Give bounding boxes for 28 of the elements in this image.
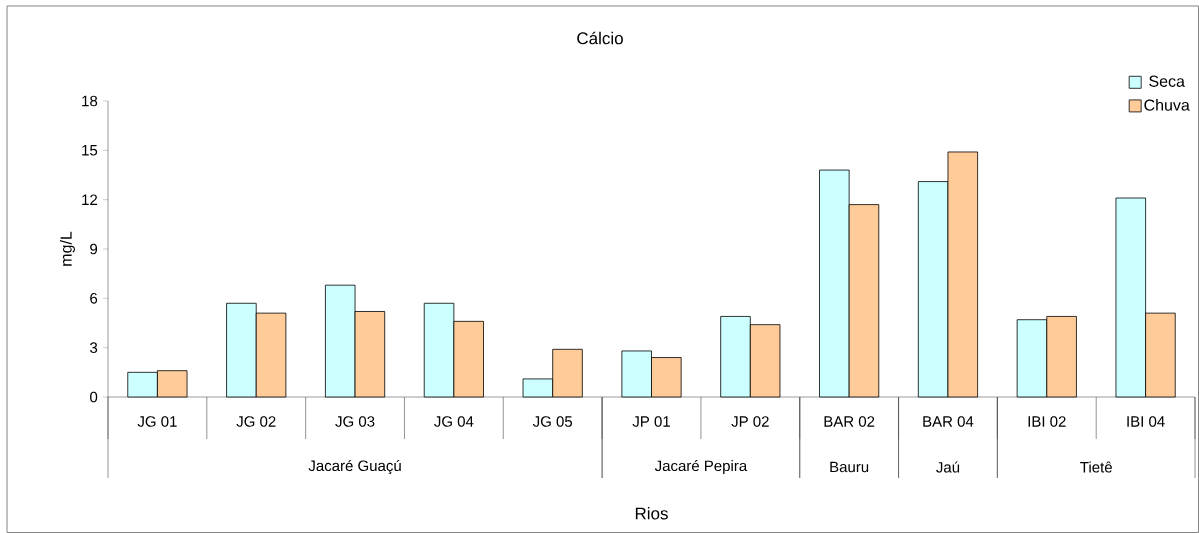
x-tick-label: IBI 02 (1028, 416, 1066, 427)
legend-label: Seca (1149, 75, 1185, 87)
x-axis-title: Rios (635, 507, 668, 520)
x-tick-label: JP 01 (632, 416, 670, 427)
x-tick-label: JG 02 (236, 416, 276, 427)
text: Bauru (830, 461, 869, 473)
text: Tietê (1080, 461, 1112, 473)
x-tick-label: JG 03 (335, 416, 375, 427)
x-tick-label: JG 01 (137, 416, 177, 427)
x-tick-label: BAR 02 (824, 416, 875, 427)
x-tick-label: IBI 04 (1127, 416, 1165, 427)
y-tick-label: 12 (82, 194, 98, 205)
y-axis-title: mg/L (60, 231, 75, 266)
text: Jacaré Pepira (654, 459, 748, 475)
y-tick-label: 18 (82, 95, 98, 107)
x-tick-label: JG 04 (434, 416, 474, 427)
x-tick-label: JP 02 (731, 416, 769, 427)
y-tick-label: 9 (90, 243, 98, 255)
chart-title: Cálcio (577, 31, 623, 45)
y-tick-label: 0 (90, 391, 98, 403)
y-tick-label: 15 (82, 145, 98, 156)
x-tick-label: JG 05 (532, 416, 573, 427)
text: Jaú (936, 461, 960, 473)
text: Jacaré Guaçú (308, 459, 401, 475)
legend-label: Chuva (1144, 98, 1190, 111)
y-tick-label: 6 (90, 293, 98, 304)
y-tick-label: 3 (90, 342, 98, 353)
x-tick-label: BAR 04 (923, 416, 974, 427)
